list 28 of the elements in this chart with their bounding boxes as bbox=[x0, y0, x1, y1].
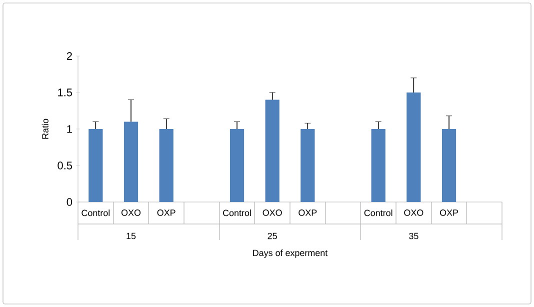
bar bbox=[88, 129, 103, 202]
x-tick-label: OXP bbox=[298, 210, 317, 216]
y-tick-label: 2 bbox=[66, 52, 72, 60]
x-tick-label: Control bbox=[223, 210, 251, 216]
bar bbox=[371, 129, 386, 202]
bar bbox=[300, 129, 315, 202]
text: 25 bbox=[268, 232, 277, 240]
bar bbox=[442, 129, 456, 202]
x-tick-label: OXP bbox=[157, 210, 176, 216]
x-axis-title: Days of experment bbox=[253, 250, 328, 258]
y-tick-label: 0.5 bbox=[58, 162, 72, 170]
x-tick-label: OXO bbox=[262, 210, 282, 216]
bar bbox=[159, 129, 174, 202]
y-tick-label: 0 bbox=[66, 198, 72, 206]
text: 35 bbox=[409, 232, 418, 240]
y-tick-label: 1.5 bbox=[58, 88, 72, 96]
text: 15 bbox=[126, 232, 136, 240]
x-tick-label: OXP bbox=[440, 210, 458, 216]
y-tick-label: 1 bbox=[67, 125, 72, 133]
x-tick-label: Control bbox=[82, 210, 110, 216]
bar bbox=[265, 100, 280, 202]
bar bbox=[230, 129, 244, 202]
x-tick-label: Control bbox=[364, 210, 392, 216]
y-axis-title: Ratio bbox=[42, 118, 48, 139]
x-tick-label: OXO bbox=[121, 210, 141, 216]
bar bbox=[124, 122, 138, 202]
x-tick-label: OXO bbox=[404, 210, 424, 216]
bar bbox=[406, 92, 421, 202]
